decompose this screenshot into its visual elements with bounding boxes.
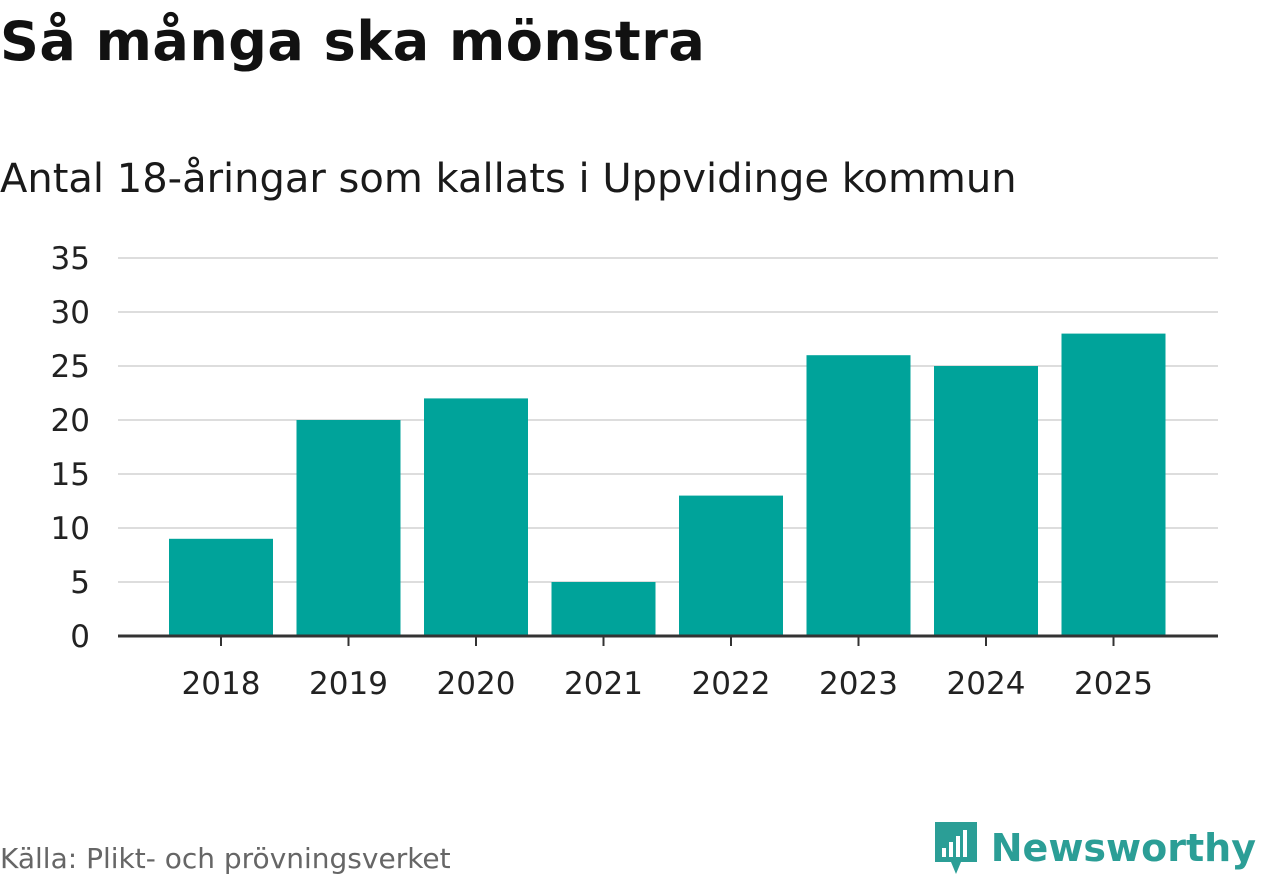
x-tick-label: 2023: [819, 666, 898, 702]
x-tick-label: 2019: [309, 666, 388, 702]
x-tick-label: 2025: [1074, 666, 1153, 702]
chart-subtitle: Antal 18-åringar som kallats i Uppviding…: [0, 156, 1017, 202]
bars: [169, 333, 1166, 636]
y-tick-label: 30: [51, 295, 90, 331]
y-tick-label: 15: [51, 457, 90, 493]
x-tick-label: 2024: [947, 666, 1026, 702]
x-axis-ticks: 2018 2019 2020 2021 2022 2023 2024 2025: [182, 636, 1153, 702]
brand-logo[interactable]: Newsworthy: [931, 818, 1256, 878]
brand-name: Newsworthy: [990, 826, 1256, 870]
x-tick-label: 2018: [182, 666, 261, 702]
y-tick-label: 25: [51, 349, 90, 385]
bar-2018[interactable]: [169, 538, 273, 636]
y-tick-label: 5: [70, 565, 90, 601]
bar-2024[interactable]: [934, 366, 1038, 636]
y-tick-label: 35: [51, 241, 90, 277]
bar-2023[interactable]: [806, 355, 911, 636]
gridlines: [118, 257, 1218, 583]
y-tick-label: 0: [70, 619, 90, 655]
bar-2022[interactable]: [679, 495, 783, 636]
newsworthy-logo-icon: [934, 822, 977, 874]
source-note: Källa: Plikt- och prövningsverket: [0, 842, 451, 875]
x-tick-label: 2022: [692, 666, 771, 702]
bar-2021[interactable]: [551, 582, 656, 636]
chart-title: Så många ska mönstra: [0, 10, 706, 73]
bar-2019[interactable]: [296, 420, 401, 636]
x-tick-label: 2021: [564, 666, 643, 702]
x-tick-label: 2020: [437, 666, 516, 702]
y-tick-label: 20: [51, 403, 90, 439]
y-axis-ticks: 0 5 10 15 20 25 30 35: [51, 241, 90, 655]
y-tick-label: 10: [51, 511, 90, 547]
bar-2025[interactable]: [1061, 333, 1166, 636]
bar-2020[interactable]: [424, 398, 528, 636]
